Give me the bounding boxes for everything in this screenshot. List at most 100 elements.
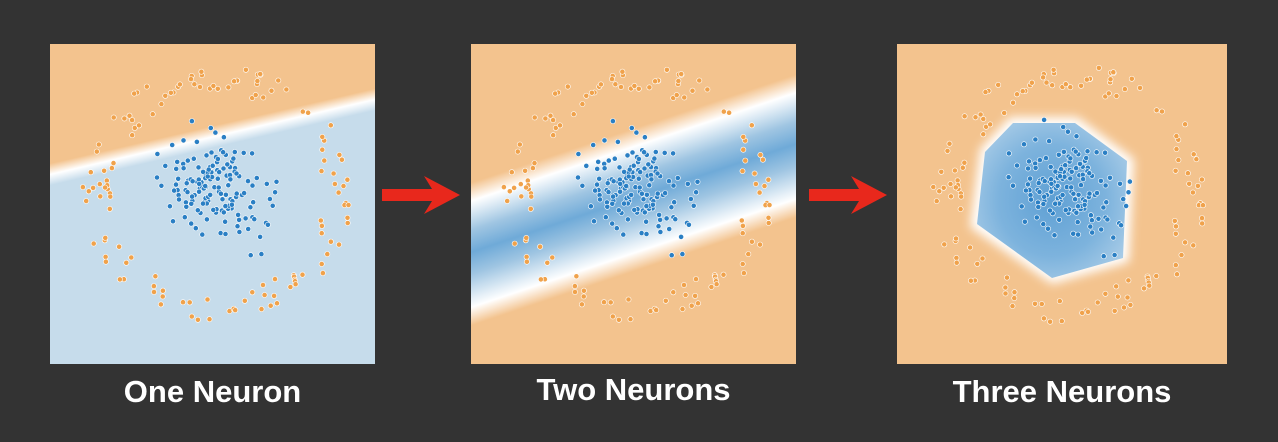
blue-point xyxy=(215,184,222,191)
blue-point xyxy=(1064,128,1071,135)
orange-point xyxy=(627,316,634,323)
orange-point xyxy=(1002,290,1009,297)
blue-point xyxy=(602,214,609,221)
orange-point xyxy=(572,283,578,289)
orange-point xyxy=(1047,318,1053,325)
blue-point xyxy=(210,206,217,213)
orange-point xyxy=(765,176,772,183)
blue-point xyxy=(1041,178,1048,184)
decision-region xyxy=(50,44,375,364)
blue-point xyxy=(247,204,254,211)
orange-point xyxy=(537,243,543,250)
orange-point xyxy=(344,214,351,221)
orange-point xyxy=(131,90,138,97)
orange-point xyxy=(85,188,92,195)
blue-point xyxy=(1058,166,1064,173)
blue-point xyxy=(219,196,226,203)
orange-point xyxy=(260,94,267,101)
orange-point xyxy=(1121,304,1127,311)
blue-point xyxy=(643,218,649,225)
blue-point xyxy=(662,190,668,196)
orange-point xyxy=(757,152,764,158)
blue-point xyxy=(652,149,659,155)
orange-point xyxy=(524,177,531,184)
orange-point xyxy=(257,71,264,77)
orange-point xyxy=(1040,74,1046,81)
orange-point xyxy=(191,81,198,88)
orange-points xyxy=(80,66,352,323)
orange-point xyxy=(327,122,334,129)
blue-point xyxy=(273,178,280,185)
blue-point xyxy=(668,204,675,211)
orange-point xyxy=(573,273,580,280)
two-neurons-panel xyxy=(471,44,796,364)
blue-point xyxy=(1021,141,1027,148)
blue-point xyxy=(175,175,182,182)
orange-point xyxy=(260,282,266,288)
orange-point xyxy=(102,184,108,191)
blue-point xyxy=(188,118,195,124)
blue-point xyxy=(195,164,202,171)
orange-point xyxy=(944,148,951,154)
orange-point xyxy=(1199,215,1205,221)
orange-point xyxy=(102,253,109,260)
blue-point xyxy=(1089,229,1096,236)
orange-point xyxy=(1028,79,1035,86)
blue-point xyxy=(1046,138,1052,144)
blue-point xyxy=(1024,181,1031,188)
orange-point xyxy=(752,181,759,187)
orange-point xyxy=(564,83,571,90)
orange-point xyxy=(742,157,749,164)
blue-point xyxy=(1095,215,1102,222)
orange-point xyxy=(756,189,763,196)
orange-point xyxy=(678,71,685,77)
blue-point xyxy=(1051,232,1058,239)
blue-point xyxy=(222,203,229,209)
orange-point xyxy=(501,184,507,190)
orange-point xyxy=(938,168,945,175)
orange-point xyxy=(961,113,968,120)
orange-point xyxy=(1171,217,1178,224)
blue-point xyxy=(264,221,271,228)
orange-point xyxy=(542,115,549,122)
orange-point xyxy=(615,316,622,323)
caption-two-neurons: Two Neurons xyxy=(536,372,731,407)
orange-point xyxy=(679,306,686,312)
blue-point xyxy=(1100,204,1107,211)
orange-point xyxy=(765,220,772,226)
blue-point xyxy=(1126,178,1133,185)
orange-point xyxy=(930,184,937,190)
orange-point xyxy=(1019,88,1026,95)
blue-point xyxy=(220,149,226,156)
orange-point xyxy=(511,240,518,247)
blue-point xyxy=(1035,204,1042,210)
orange-point xyxy=(936,188,943,195)
orange-point xyxy=(1125,277,1132,284)
orange-point xyxy=(305,109,311,116)
blue-point xyxy=(227,176,234,183)
two-neurons-plot xyxy=(471,44,796,364)
blue-point xyxy=(646,182,653,189)
blue-point xyxy=(249,182,256,189)
blue-point xyxy=(610,193,616,200)
orange-point xyxy=(1159,108,1165,115)
blue-point xyxy=(671,199,678,206)
blue-point xyxy=(234,223,241,230)
blue-point xyxy=(657,229,664,235)
blue-point xyxy=(203,216,210,223)
orange-point xyxy=(1184,170,1191,177)
blue-point xyxy=(257,233,263,240)
orange-point xyxy=(143,83,150,90)
orange-point xyxy=(90,240,97,247)
orange-point xyxy=(344,220,351,226)
blue-point xyxy=(247,252,254,259)
orange-point xyxy=(523,184,529,191)
orange-point xyxy=(538,276,544,283)
orange-point xyxy=(106,205,113,212)
blue-points xyxy=(575,118,701,259)
orange-point xyxy=(123,259,130,266)
blue-point xyxy=(604,180,611,187)
blue-point xyxy=(233,190,240,197)
blue-point xyxy=(235,211,241,218)
blue-point xyxy=(1077,161,1083,167)
